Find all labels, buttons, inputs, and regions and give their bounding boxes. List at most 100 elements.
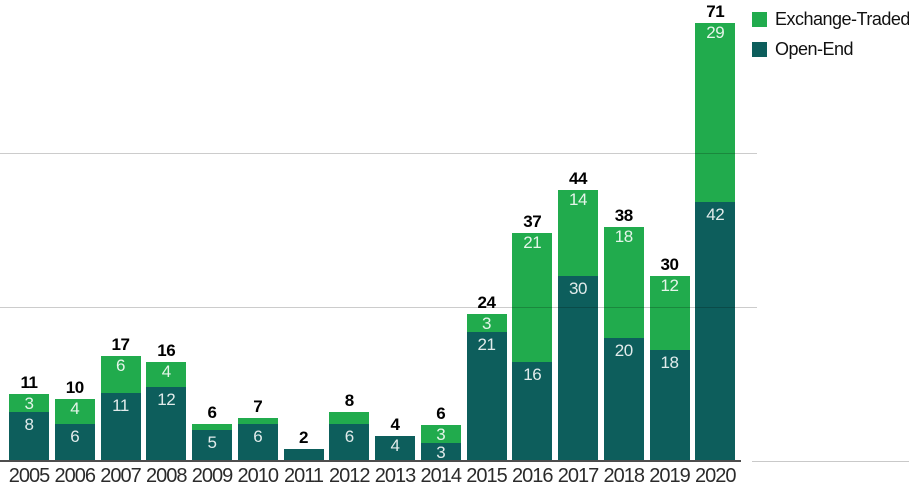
segment-value-label: 42: [706, 205, 725, 224]
bar-segment-open-end-2018: 20: [603, 338, 644, 461]
bar-segment-open-end-2013: 4: [375, 436, 415, 461]
segment-value-label: 18: [614, 227, 633, 246]
segment-value-label: 20: [614, 341, 633, 360]
x-axis-label-2018: 2018: [603, 465, 646, 487]
gridline-25: [0, 307, 757, 308]
legend-item-open-end: Open-End: [752, 39, 909, 60]
segment-value-label: 5: [207, 433, 217, 452]
x-axis-label-2007: 2007: [100, 465, 142, 487]
segment-value-label: 12: [660, 276, 679, 295]
segment-value-label: 18: [660, 353, 679, 372]
bar-total-label-2012: 8: [344, 391, 354, 410]
bar-segment-exchange-traded-2020: 29: [695, 23, 736, 202]
segment-value-label: 6: [253, 427, 263, 446]
bar-total-label-2015: 24: [477, 293, 496, 312]
bar-total-label-2018: 38: [614, 206, 633, 225]
bar-segment-exchange-traded-2016: 21: [512, 233, 553, 362]
bar-segment-exchange-traded-2018: 18: [603, 227, 644, 338]
bar-segment-open-end-2010: 6: [237, 424, 278, 461]
segment-value-label: 3: [24, 394, 34, 413]
segment-value-label: 6: [344, 427, 354, 446]
segment-value-label: 12: [157, 390, 176, 409]
bar-total-label-2007: 17: [111, 335, 130, 354]
segment-value-label: 30: [569, 279, 587, 298]
bar-2007: 6 11: [100, 356, 141, 461]
segment-value-label: 6: [70, 427, 80, 446]
bar-segment-open-end-2020: 42: [695, 202, 736, 461]
x-axis-label-2013: 2013: [374, 465, 417, 487]
bar-2009: 5: [192, 424, 232, 461]
bar-total-label-2005: 11: [20, 373, 38, 392]
bar-segment-open-end-2006: 6: [54, 424, 95, 461]
bar-total-label-2013: 4: [390, 415, 400, 434]
bar-2013: 4: [375, 436, 415, 461]
bar-2020: 29 42: [695, 23, 736, 461]
bar-total-label-2017: 44: [569, 169, 587, 188]
x-axis-label-2011: 2011: [283, 465, 324, 487]
bar-total-label-2020: 71: [706, 2, 725, 21]
segment-value-label: 29: [706, 23, 725, 42]
bar-2012: 6: [329, 412, 370, 461]
x-axis-baseline-extension: [752, 461, 909, 462]
legend-swatch-open-end-icon: [752, 42, 767, 57]
bar-segment-open-end-2009: 5: [192, 430, 232, 461]
bar-2011: [283, 449, 324, 461]
legend-swatch-exchange-traded-icon: [752, 12, 767, 27]
bar-segment-exchange-traded-2015: 3: [466, 314, 507, 332]
segment-value-label: 16: [523, 365, 542, 384]
bar-2019: 12 18: [649, 276, 690, 461]
bar-2017: 14 30: [558, 190, 598, 461]
bar-total-label-2019: 30: [660, 255, 679, 274]
legend-item-exchange-traded: Exchange-Traded: [752, 9, 909, 30]
bar-2008: 4 12: [146, 362, 187, 461]
bar-segment-exchange-traded-2008: 4: [146, 362, 187, 387]
bar-segment-open-end-2007: 11: [100, 393, 141, 461]
bar-segment-open-end-2008: 12: [146, 387, 187, 461]
bar-segment-exchange-traded-2006: 4: [54, 399, 95, 424]
x-axis-label-2015: 2015: [466, 465, 508, 487]
bar-segment-exchange-traded-2007: 6: [100, 356, 141, 393]
bar-total-label-2011: 2: [299, 428, 308, 447]
legend-label-exchange-traded: Exchange-Traded: [775, 9, 909, 29]
bar-segment-open-end-2005: 8: [9, 412, 49, 461]
bar-segment-open-end-2019: 18: [649, 350, 690, 461]
bar-2010: 6: [237, 418, 278, 461]
bar-segment-exchange-traded-2005: 3: [9, 394, 49, 412]
x-axis-baseline: [0, 460, 741, 462]
segment-value-label: 4: [161, 362, 171, 381]
bar-segment-exchange-traded-2017: 14: [558, 190, 598, 276]
bar-segment-exchange-traded-2014: 3: [420, 425, 461, 444]
legend-label-open-end: Open-End: [775, 39, 854, 59]
bar-2016: 21 16: [512, 233, 553, 461]
bar-2018: 18 20: [603, 227, 644, 461]
x-axis-label-2017: 2017: [557, 465, 600, 487]
bar-total-label-2006: 10: [65, 378, 84, 397]
x-axis-label-2020: 2020: [695, 465, 737, 487]
x-axis-label-2010: 2010: [237, 465, 280, 487]
segment-value-label: 3: [436, 425, 446, 444]
segment-value-label: 4: [390, 436, 400, 455]
bar-segment-open-end-2014: 3: [420, 443, 461, 462]
x-axis-label-2006: 2006: [54, 465, 97, 487]
bar-segment-open-end-2015: 21: [466, 332, 507, 461]
bar-segment-open-end-2017: 30: [558, 276, 598, 461]
bar-total-label-2014: 6: [436, 404, 446, 423]
bar-2015: 3 21: [466, 314, 507, 461]
x-axis-label-2016: 2016: [512, 465, 554, 487]
bar-segment-open-end-2012: 6: [329, 424, 370, 461]
segment-value-label: 8: [24, 415, 34, 434]
x-axis-label-2008: 2008: [146, 465, 188, 487]
x-axis-label-2019: 2019: [649, 465, 691, 487]
x-axis-label-2005: 2005: [8, 465, 51, 487]
bar-total-label-2008: 16: [157, 341, 176, 360]
segment-value-label: 6: [116, 356, 125, 375]
segment-value-label: 14: [569, 190, 587, 209]
segment-value-label: 11: [112, 396, 129, 415]
bar-segment-open-end-2016: 16: [512, 362, 553, 461]
segment-value-label: 3: [436, 443, 446, 462]
bar-segment-exchange-traded-2009: [192, 424, 232, 430]
segment-value-label: 4: [70, 399, 80, 418]
bar-segment-exchange-traded-2012: [329, 412, 370, 424]
